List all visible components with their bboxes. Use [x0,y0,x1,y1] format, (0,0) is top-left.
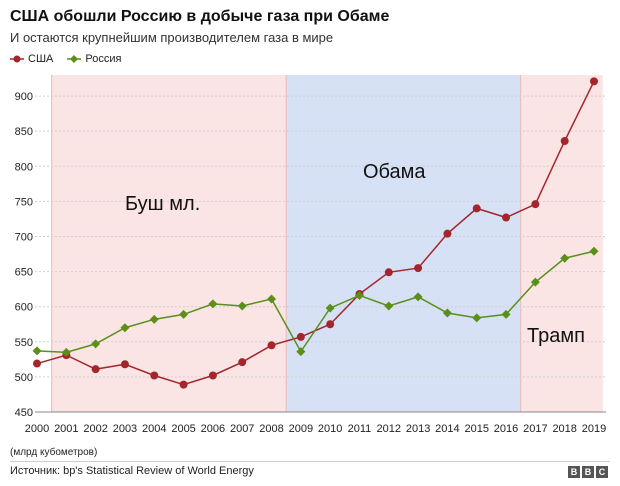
y-tick-label: 500 [15,372,33,384]
x-tick-label: 2003 [113,423,137,435]
usa-data-point [443,229,452,238]
x-tick-label: 2017 [523,423,547,435]
usa-data-point [326,320,335,329]
russia-data-point [472,313,482,323]
russia-data-point [325,303,335,313]
period-label: Трамп [527,325,585,347]
y-tick-label: 600 [15,302,33,314]
bbc-logo-letter: B [582,466,594,478]
legend: США Россия [10,53,121,65]
legend-item-usa: США [10,53,53,65]
russia-data-point [530,277,540,287]
y-tick-label: 550 [15,337,33,349]
chart-title: США обошли Россию в добыче газа при Обам… [10,8,390,25]
y-tick-label: 800 [15,161,33,173]
russia-data-point [354,290,364,300]
russia-data-point [120,323,130,333]
bbc-logo-letter: B [568,466,580,478]
x-tick-label: 2010 [318,423,342,435]
y-tick-label: 450 [15,407,33,419]
bbc-logo: B B C [568,466,608,478]
legend-marker-usa [10,55,24,63]
x-tick-label: 2007 [230,423,254,435]
usa-data-point [267,341,276,350]
x-tick-label: 2004 [142,423,166,435]
usa-data-point [238,358,247,367]
x-tick-label: 2001 [54,423,78,435]
usa-data-point [414,264,423,273]
period-band [286,75,521,412]
russia-data-point [296,347,306,357]
usa-data-point [531,200,540,209]
gas-production-chart: 450 500 550 600 650 700 750 800 850 900 2000 2001 20… [15,75,606,435]
y-tick-label: 850 [15,126,33,138]
russia-data-point [413,292,423,302]
usa-data-point [120,360,129,369]
bbc-logo-letter: C [596,466,608,478]
x-tick-label: 2015 [464,423,488,435]
usa-data-point [179,380,188,389]
russia-data-point [442,308,452,318]
usa-data-point [384,268,393,277]
legend-label-usa: США [28,53,54,65]
russia-data-point [560,253,570,263]
x-tick-label: 2011 [348,423,372,435]
russia-data-point [589,246,599,256]
usa-data-point [91,365,100,374]
period-label: Обама [363,161,426,183]
russia-data-point [32,346,42,356]
period-band [51,75,287,412]
unit-note: (млрд кубометров) [10,447,98,458]
y-tick-label: 900 [15,91,33,103]
x-tick-label: 2018 [552,423,576,435]
legend-marker-russia [67,55,82,63]
russia-data-point [208,299,218,309]
x-tick-label: 2000 [25,423,49,435]
usa-data-point [296,332,305,341]
footer-divider [10,461,610,462]
usa-data-point [560,136,569,145]
x-tick-label: 2002 [83,423,107,435]
x-tick-label: 2019 [582,423,606,435]
y-tick-label: 700 [15,231,33,243]
russia-data-point [237,301,247,311]
russia-data-point [149,314,159,324]
legend-item-russia: Россия [67,53,121,65]
russia-data-point [179,309,189,319]
x-tick-label: 2006 [201,423,225,435]
x-tick-label: 2009 [289,423,313,435]
x-tick-label: 2016 [494,423,518,435]
period-band [520,75,603,412]
x-tick-label: 2008 [259,423,283,435]
y-tick-label: 750 [15,196,33,208]
x-tick-label: 2014 [435,423,459,435]
usa-data-point [33,359,41,368]
russia-data-point [61,347,71,357]
usa-data-point [472,204,481,213]
usa-data-point [590,77,598,86]
period-label: Буш мл. [125,193,200,215]
russia-data-point [384,301,394,311]
chart-subtitle: И остаются крупнейшим производителем газ… [10,30,334,45]
usa-data-point [502,213,511,222]
usa-data-point [208,371,217,380]
russia-data-point [91,339,101,349]
y-tick-label: 650 [15,267,33,279]
x-tick-label: 2005 [171,423,195,435]
usa-data-point [150,371,159,380]
source-note: Источник: bp's Statistical Review of Wor… [10,465,254,477]
x-tick-label: 2013 [406,423,430,435]
x-tick-label: 2012 [377,423,401,435]
russia-data-point [267,294,277,304]
russia-data-point [501,309,511,319]
legend-label-russia: Россия [85,53,122,65]
russia-series-line [36,250,595,354]
